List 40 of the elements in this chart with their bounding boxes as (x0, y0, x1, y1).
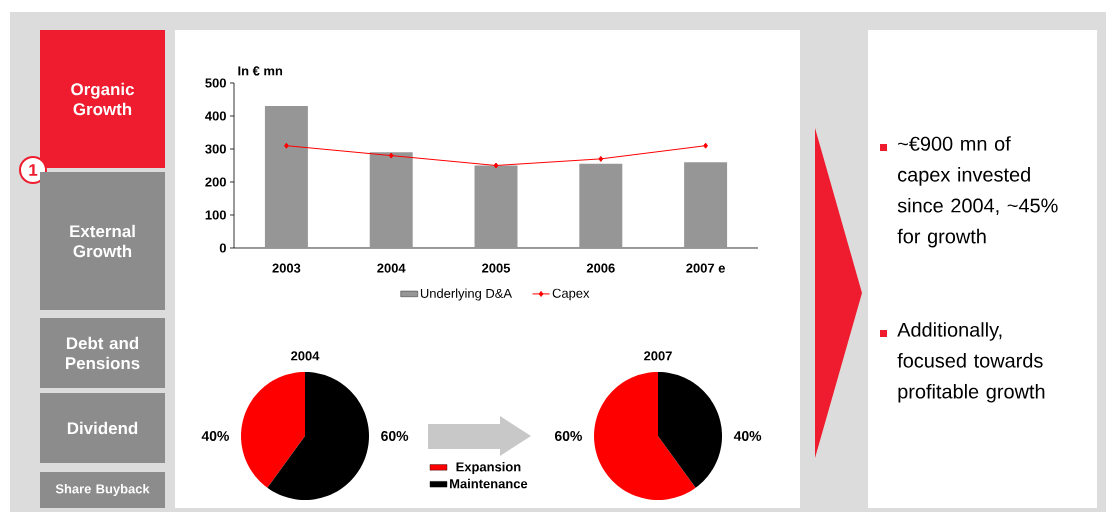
bar (369, 152, 413, 248)
text: Debt and Pensions (66, 336, 140, 370)
point (388, 152, 394, 159)
text: Additionally, focused towards profitable growth (897, 322, 1045, 403)
y-axis-title: In € mn (238, 66, 283, 76)
text: Organic Growth (71, 82, 135, 116)
chart-title: 2007 (644, 351, 672, 361)
x-tick-label: 2003 (272, 263, 301, 273)
y-tick-label: 400 (205, 111, 226, 121)
text: External Growth (70, 224, 135, 258)
legend-label: Expansion (456, 461, 521, 474)
y-tick-label: 300 (205, 144, 226, 154)
data-label: 60% (381, 431, 409, 441)
x-tick-label: 2005 (482, 263, 511, 273)
text: Dividend (67, 421, 138, 435)
point (493, 162, 499, 169)
bar (474, 165, 518, 248)
legend-label: Maintenance (450, 478, 528, 489)
data-label: 40% (733, 431, 762, 441)
text: Share Buyback (55, 483, 150, 497)
point (598, 155, 604, 162)
x-tick-label: 2004 (377, 263, 406, 273)
point (703, 142, 708, 149)
y-tick-label: 0 (219, 243, 226, 253)
x-tick-label: 2007 e (686, 263, 725, 273)
data-label: 60% (554, 431, 582, 441)
legend-label: Underlying D&A (420, 288, 513, 301)
text: ~€900 mn of capex invested since 2004, ~45% for growth (897, 136, 1058, 248)
data-label: 40% (201, 431, 229, 441)
bar (579, 163, 623, 248)
y-tick-label: 200 (205, 177, 226, 187)
x-tick-label: 2006 (586, 263, 615, 273)
chart-title: 2004 (291, 351, 320, 361)
y-tick-label: 100 (205, 210, 226, 220)
text: 1 (29, 164, 38, 176)
bar (684, 162, 728, 248)
bar (264, 106, 308, 248)
y-tick-label: 500 (205, 78, 226, 88)
legend-label: Capex (552, 288, 590, 301)
point (284, 142, 289, 149)
